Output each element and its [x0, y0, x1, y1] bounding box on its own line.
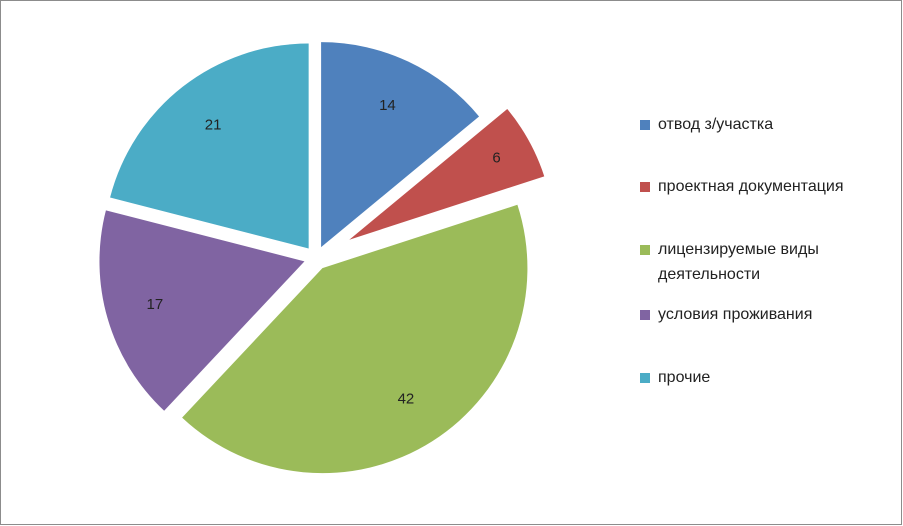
legend-item: отвод з/участка — [640, 112, 888, 137]
data-label: 21 — [205, 116, 222, 133]
data-label: 17 — [147, 296, 164, 313]
data-label: 42 — [398, 391, 415, 408]
data-label: 14 — [379, 97, 396, 114]
legend-label: проектная документация — [658, 178, 844, 195]
legend-label: отвод з/участка — [658, 116, 774, 133]
legend-item: проектная документация — [640, 174, 888, 199]
pie-slice — [182, 204, 528, 474]
legend-label: лицензируемые виды деятельности — [658, 241, 819, 283]
legend-swatch — [640, 245, 650, 255]
pie-slice — [110, 43, 309, 249]
pie-slice — [349, 109, 545, 240]
legend-swatch — [640, 310, 650, 320]
legend-label: прочие — [658, 369, 711, 386]
pie-slice — [99, 210, 305, 411]
legend-item: прочие — [640, 365, 888, 390]
legend-swatch — [640, 373, 650, 383]
legend-item: условия проживания — [640, 302, 888, 327]
data-label: 6 — [492, 150, 500, 167]
pie-slice — [321, 42, 480, 248]
legend-item: лицензируемые виды деятельности — [640, 237, 888, 287]
legend-swatch — [640, 182, 650, 192]
legend-label: условия проживания — [658, 306, 813, 323]
legend-swatch — [640, 120, 650, 130]
